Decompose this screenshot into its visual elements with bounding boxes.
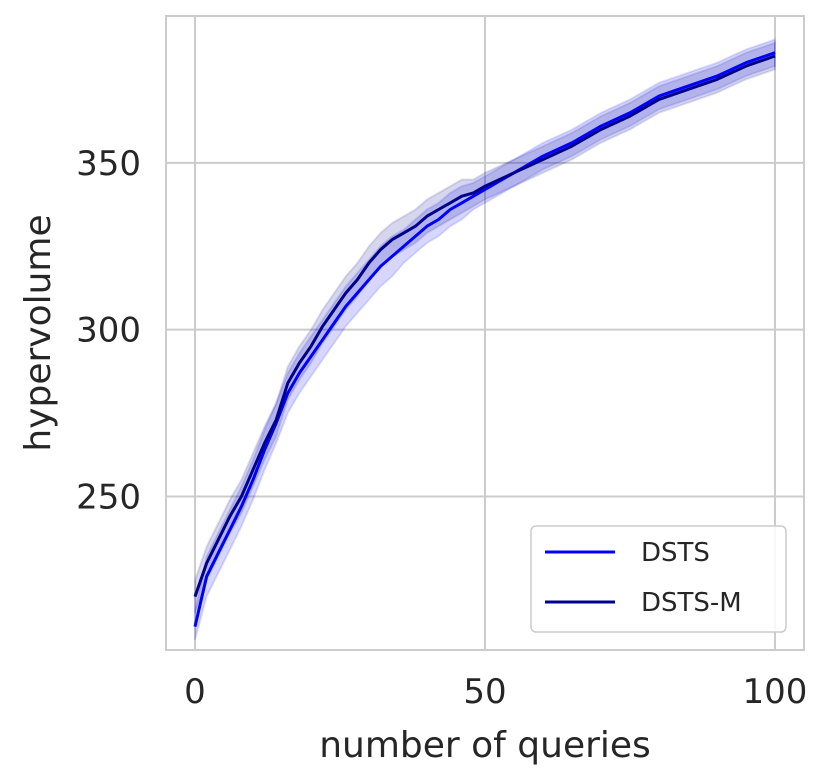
x-axis-label: number of queries: [319, 725, 651, 766]
series-line-2: [193, 54, 776, 598]
legend: DSTS DSTS-M: [530, 525, 787, 633]
series-lines: [193, 51, 776, 627]
series-band-1: [194, 37, 776, 641]
x-tick-label: 50: [463, 672, 506, 712]
legend-label-1: DSTS: [641, 538, 710, 568]
grid-lines: [166, 16, 804, 650]
tick-labels: 0 50 100 250 300 350: [76, 144, 807, 712]
series-line-1: [193, 51, 776, 627]
y-axis-label: hypervolume: [18, 214, 59, 451]
x-tick-label: 100: [743, 672, 808, 712]
y-tick-label: 350: [76, 144, 141, 184]
confidence-bands: [194, 37, 776, 641]
x-tick-label: 0: [184, 672, 206, 712]
plot-frame: [165, 15, 805, 651]
y-tick-label: 300: [76, 311, 141, 351]
legend-label-2: DSTS-M: [641, 588, 742, 618]
y-tick-label: 250: [76, 478, 141, 518]
series-band-2: [194, 41, 776, 614]
